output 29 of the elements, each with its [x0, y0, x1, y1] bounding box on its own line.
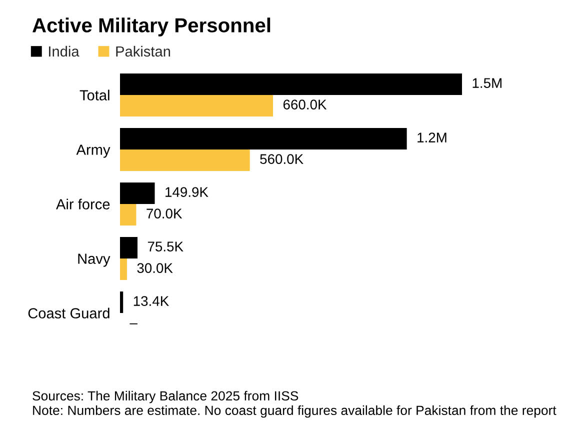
y-tick-label: Air force [56, 198, 110, 210]
data-label: 13.4K [134, 296, 169, 306]
y-tick-label: Army [76, 144, 110, 158]
y-tick-label: Total [80, 90, 110, 100]
bar [120, 95, 274, 117]
data-label: 1.5M [472, 78, 502, 88]
legend-label: Pakistan [116, 46, 170, 57]
chart-title: Active Military Personnel [32, 18, 270, 36]
y-tick-label: Navy [78, 254, 110, 267]
bar [120, 182, 155, 204]
data-label: 75.5K [148, 242, 184, 252]
bar [120, 236, 138, 258]
bar [120, 258, 127, 280]
bar [120, 150, 250, 172]
bar [120, 291, 124, 313]
data-label: 660.0K [283, 100, 327, 110]
data-label: 30.0K [137, 263, 173, 273]
y-tick-label: Coast Guard [28, 308, 110, 318]
legend-label: India [49, 46, 80, 57]
bar [120, 73, 462, 95]
bar [120, 128, 407, 150]
text: – [130, 323, 138, 324]
data-label: 560.0K [260, 154, 304, 164]
bar [120, 204, 136, 226]
source-note: Sources: The Military Balance 2025 from IISS [32, 390, 298, 404]
data-label: 1.2M [418, 132, 446, 142]
data-label: 149.9K [166, 187, 208, 197]
text: Note: Numbers are estimate. No coast guard figures available for Pakistan from the report [33, 405, 556, 418]
data-label: 70.0K [146, 208, 182, 218]
